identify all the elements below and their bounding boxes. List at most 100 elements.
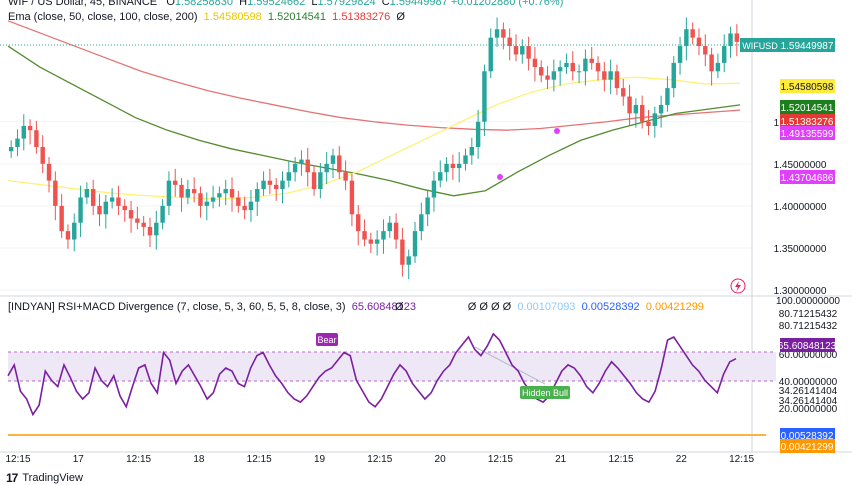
- candle-body[interactable]: [526, 46, 531, 59]
- candle-body[interactable]: [557, 67, 563, 72]
- candle-body[interactable]: [72, 222, 77, 240]
- ema-legend[interactable]: Ema (close, 50, close, 100, close, 200) …: [8, 11, 405, 23]
- candle-body[interactable]: [141, 222, 146, 227]
- candle-body[interactable]: [40, 147, 45, 164]
- candle-body[interactable]: [59, 205, 64, 232]
- candle-body[interactable]: [400, 239, 405, 265]
- candle-body[interactable]: [532, 58, 538, 68]
- candlestick-series[interactable]: [8, 17, 740, 280]
- candle-body[interactable]: [722, 46, 727, 63]
- candle-body[interactable]: [494, 29, 500, 38]
- time-axis[interactable]: 12:15 17 12:15 18 12:15 19 12:15 20 12:15 21 12:15…: [5, 454, 754, 465]
- candle-body[interactable]: [444, 163, 449, 173]
- candle-body[interactable]: [576, 71, 582, 73]
- candle-body[interactable]: [109, 197, 115, 202]
- candle-body[interactable]: [545, 75, 550, 80]
- indicator-legend[interactable]: [INDYAN] RSI+MACD Divergence (7, close, …: [8, 301, 416, 313]
- candle-body[interactable]: [570, 62, 575, 72]
- candle-body[interactable]: [65, 231, 71, 240]
- candle-body[interactable]: [242, 205, 247, 211]
- candle-body[interactable]: [160, 205, 165, 223]
- candle-body[interactable]: [368, 239, 374, 244]
- candle-body[interactable]: [236, 197, 241, 206]
- candle-body[interactable]: [286, 172, 292, 181]
- candle-body[interactable]: [103, 201, 109, 215]
- candle-body[interactable]: [627, 96, 632, 114]
- candle-body[interactable]: [614, 71, 620, 89]
- candle-body[interactable]: [173, 180, 178, 185]
- lightning-icon[interactable]: [730, 278, 746, 294]
- candle-body[interactable]: [381, 231, 386, 240]
- candle-body[interactable]: [305, 159, 310, 173]
- candle-body[interactable]: [684, 29, 689, 47]
- candle-body[interactable]: [311, 172, 317, 190]
- candle-body[interactable]: [728, 33, 733, 47]
- candle-body[interactable]: [589, 58, 594, 63]
- candle-body[interactable]: [343, 172, 348, 181]
- candle-body[interactable]: [406, 256, 411, 265]
- candle-body[interactable]: [595, 62, 601, 72]
- candle-body[interactable]: [658, 104, 664, 114]
- candle-body[interactable]: [374, 239, 380, 244]
- candle-body[interactable]: [734, 33, 740, 42]
- candle-body[interactable]: [501, 29, 506, 38]
- tradingview-logo[interactable]: 17 TradingView: [6, 471, 83, 485]
- candle-body[interactable]: [703, 46, 708, 55]
- candle-body[interactable]: [318, 172, 323, 190]
- candle-body[interactable]: [551, 71, 557, 80]
- candle-body[interactable]: [84, 189, 90, 198]
- candle-body[interactable]: [97, 205, 102, 215]
- candle-body[interactable]: [34, 130, 39, 147]
- candle-body[interactable]: [223, 189, 228, 194]
- candle-body[interactable]: [665, 88, 670, 105]
- candle-body[interactable]: [475, 121, 481, 147]
- candle-body[interactable]: [280, 180, 285, 190]
- candle-body[interactable]: [463, 155, 468, 164]
- candle-body[interactable]: [324, 163, 329, 173]
- candle-body[interactable]: [90, 189, 96, 206]
- candle-body[interactable]: [671, 62, 676, 89]
- candle-body[interactable]: [191, 189, 197, 194]
- candle-body[interactable]: [450, 163, 456, 169]
- candle-body[interactable]: [709, 54, 714, 72]
- candle-body[interactable]: [608, 71, 613, 80]
- candle-body[interactable]: [513, 46, 519, 55]
- candle-body[interactable]: [78, 197, 83, 223]
- candle-body[interactable]: [166, 180, 172, 206]
- candle-body[interactable]: [469, 147, 475, 156]
- candle-body[interactable]: [46, 163, 52, 181]
- candle-body[interactable]: [356, 214, 361, 232]
- candle-body[interactable]: [27, 125, 33, 131]
- candle-body[interactable]: [198, 193, 203, 206]
- candle-body[interactable]: [337, 155, 342, 173]
- candle-body[interactable]: [419, 214, 424, 232]
- candle-body[interactable]: [128, 210, 134, 219]
- candle-body[interactable]: [583, 58, 588, 72]
- candle-body[interactable]: [185, 189, 191, 198]
- candle-body[interactable]: [488, 37, 493, 72]
- candle-body[interactable]: [602, 71, 607, 80]
- candle-body[interactable]: [255, 189, 260, 202]
- candle-body[interactable]: [248, 201, 254, 211]
- candle-body[interactable]: [690, 29, 695, 38]
- candle-body[interactable]: [330, 155, 336, 164]
- candle-body[interactable]: [15, 138, 20, 147]
- candle-body[interactable]: [8, 147, 14, 152]
- candle-body[interactable]: [273, 184, 279, 190]
- visibility-icon[interactable]: Ø: [396, 11, 405, 23]
- candle-body[interactable]: [431, 180, 437, 198]
- candle-body[interactable]: [53, 180, 58, 206]
- candle-body[interactable]: [520, 46, 525, 55]
- candle-body[interactable]: [621, 88, 626, 97]
- candle-body[interactable]: [393, 222, 399, 240]
- candle-body[interactable]: [507, 37, 512, 47]
- candle-body[interactable]: [292, 163, 298, 173]
- candle-body[interactable]: [261, 180, 266, 190]
- candle-body[interactable]: [715, 62, 721, 72]
- candle-body[interactable]: [116, 197, 121, 206]
- candle-body[interactable]: [179, 184, 184, 198]
- candle-body[interactable]: [564, 62, 569, 68]
- candle-body[interactable]: [135, 218, 140, 223]
